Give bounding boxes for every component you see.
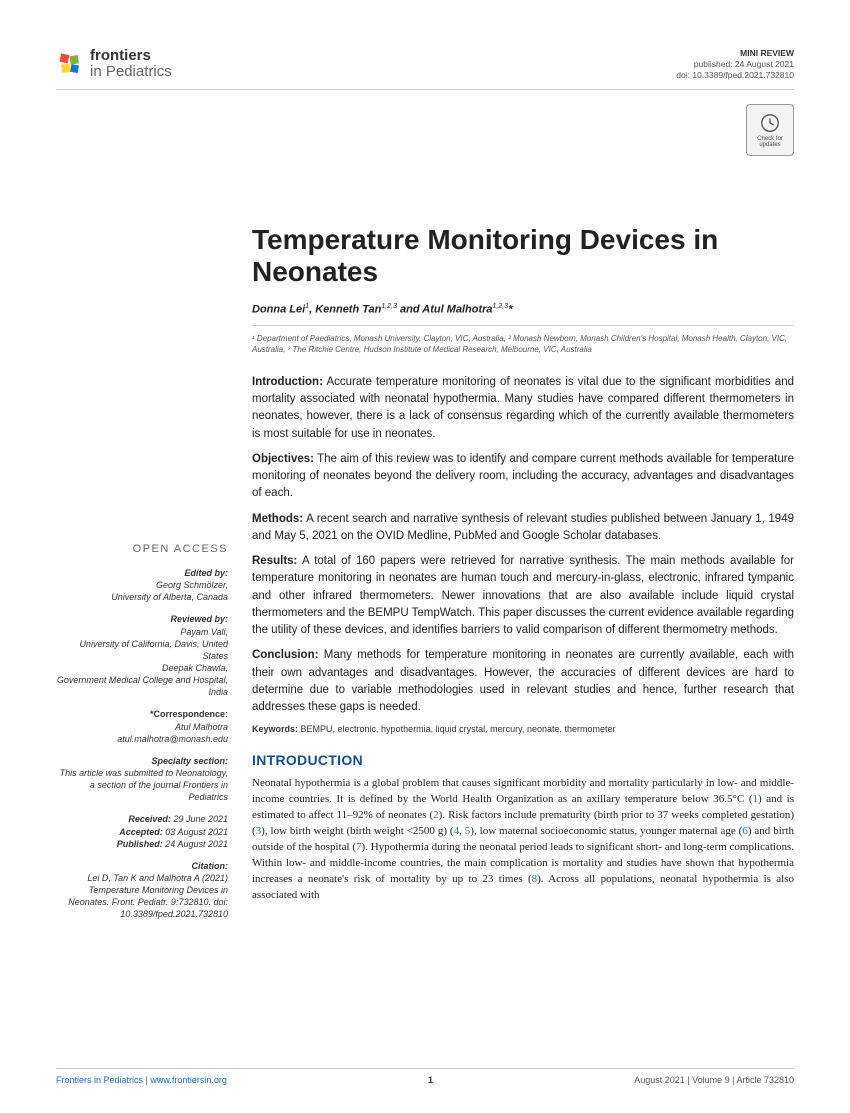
article-type: MINI REVIEW [676,48,794,59]
journal-name-2: in Pediatrics [90,64,172,80]
abstract-objectives-label: Objectives: [252,453,314,465]
published-date-side: 24 August 2021 [165,839,228,849]
article-sidebar: OPEN ACCESS Edited by: Georg Schmölzer, … [56,224,228,920]
abstract-conclusion-text: Many methods for temperature monitoring … [252,649,794,713]
published-date: published: 24 August 2021 [676,59,794,70]
footer-issue: August 2021 | Volume 9 | Article 732810 [634,1075,794,1085]
doi: doi: 10.3389/fped.2021.732810 [676,70,794,81]
reviewer-2-affiliation: Government Medical College and Hospital,… [56,674,228,698]
page-number: 1 [428,1075,433,1085]
abstract-methods-label: Methods: [252,513,303,525]
article-content: Temperature Monitoring Devices in Neonat… [252,224,794,920]
open-access-heading: OPEN ACCESS [56,542,228,557]
specialty-label: Specialty section: [56,755,228,767]
footer-url-link[interactable]: www.frontiersin.org [150,1075,227,1085]
reviewer-1-name: Payam Vali, [56,626,228,638]
accepted-label: Accepted: [119,827,163,837]
correspondence-email[interactable]: atul.malhotra@monash.edu [56,733,228,745]
affiliations: ¹ Department of Paediatrics, Monash Univ… [252,334,794,356]
abstract-methods-text: A recent search and narrative synthesis … [252,513,794,542]
ref-7[interactable]: 7 [356,841,362,853]
ref-6[interactable]: 6 [742,825,748,837]
abstract-intro-text: Accurate temperature monitoring of neona… [252,376,794,440]
editor-affiliation: University of Alberta, Canada [56,591,228,603]
published-label: Published: [117,839,163,849]
editor-name: Georg Schmölzer, [56,579,228,591]
citation-text: Lei D, Tan K and Malhotra A (2021) Tempe… [56,872,228,921]
keywords: Keywords: BEMPU, electronic, hypothermia… [252,724,794,734]
ref-8[interactable]: 8 [532,873,538,885]
check-updates-icon [759,112,781,134]
reviewer-2-name: Deepak Chawla, [56,662,228,674]
reviewer-1-affiliation: University of California, Davis, United … [56,638,228,662]
ref-2[interactable]: 2 [433,809,439,821]
page-header: frontiers in Pediatrics MINI REVIEW publ… [56,48,794,90]
abstract: Introduction: Accurate temperature monit… [252,374,794,717]
received-label: Received: [128,814,171,824]
correspondence-name: Atul Malhotra [56,721,228,733]
frontiers-logo-icon [56,50,84,78]
edited-by-label: Edited by: [56,567,228,579]
authors: Donna Lei1, Kenneth Tan1,2,3 and Atul Ma… [252,303,794,327]
article-title: Temperature Monitoring Devices in Neonat… [252,224,794,288]
abstract-objectives-text: The aim of this review was to identify a… [252,453,794,500]
ref-5[interactable]: 5 [465,825,471,837]
accepted-date: 03 August 2021 [165,827,228,837]
correspondence-label: *Correspondence: [56,708,228,720]
abstract-intro-label: Introduction: [252,376,323,388]
footer-journal-link[interactable]: Frontiers in Pediatrics [56,1075,143,1085]
specialty-text: This article was submitted to Neonatolog… [56,767,228,803]
header-metadata: MINI REVIEW published: 24 August 2021 do… [676,48,794,81]
page-footer: Frontiers in Pediatrics | www.frontiersi… [56,1068,794,1085]
introduction-heading: INTRODUCTION [252,752,794,768]
abstract-results-text: A total of 160 papers were retrieved for… [252,555,794,636]
ref-4[interactable]: 4 [454,825,460,837]
check-updates-button[interactable]: Check for updates [746,104,794,156]
ref-3[interactable]: 3 [256,825,262,837]
received-date: 29 June 2021 [173,814,228,824]
abstract-results-label: Results: [252,555,297,567]
introduction-body: Neonatal hypothermia is a global problem… [252,776,794,904]
journal-name-1: frontiers [90,48,172,64]
abstract-conclusion-label: Conclusion: [252,649,318,661]
citation-label: Citation: [56,860,228,872]
reviewed-by-label: Reviewed by: [56,613,228,625]
journal-logo: frontiers in Pediatrics [56,48,172,80]
ref-1[interactable]: 1 [753,793,759,805]
